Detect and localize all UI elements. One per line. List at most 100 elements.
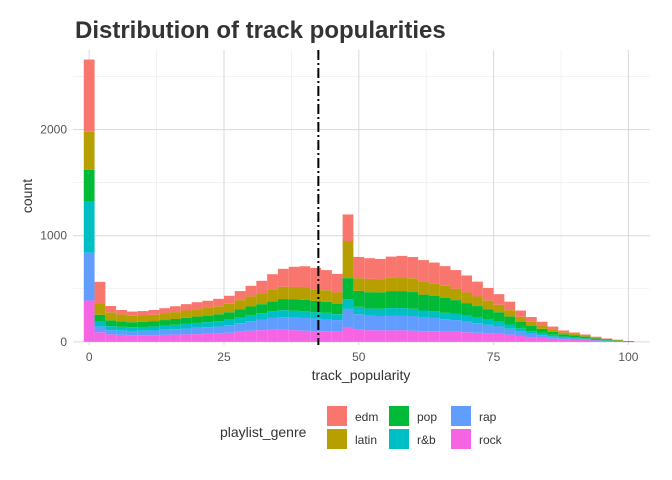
bar-segment-pop xyxy=(396,291,408,309)
bar-segment-latin xyxy=(547,329,559,332)
bar-segment-edm xyxy=(558,330,570,333)
bar-segment-edm xyxy=(321,270,332,291)
bar-segment-rnb xyxy=(256,313,268,320)
bar-segment-rnb xyxy=(105,326,117,331)
bar-segment-rock xyxy=(515,335,526,342)
bar-segment-rnb xyxy=(126,327,138,331)
legend-item-latin: latin xyxy=(327,429,377,449)
bar-segment-pop xyxy=(525,326,537,332)
bar-segment-rap xyxy=(579,339,591,340)
bar-segment-pop xyxy=(267,301,278,312)
bar-segment-rock xyxy=(277,329,289,342)
legend: edm latin pop r&b rap rock xyxy=(327,406,503,449)
bar-segment-rap xyxy=(353,314,365,330)
bar-segment-rock xyxy=(579,339,591,342)
bar-segment-edm xyxy=(536,321,548,326)
bar-segment-latin xyxy=(374,279,386,293)
bar-segment-edm xyxy=(256,280,268,294)
bar-segment-pop xyxy=(191,316,203,323)
bar-segment-edm xyxy=(105,305,117,313)
bar-segment-pop xyxy=(374,292,386,309)
bar-segment-rock xyxy=(439,331,451,342)
bar-segment-rock xyxy=(126,335,138,342)
bar-segment-rnb xyxy=(601,340,613,341)
legend-swatch xyxy=(451,406,471,426)
bar-segment-rnb xyxy=(547,334,559,337)
bar-segment-rock xyxy=(148,335,160,342)
bars xyxy=(83,59,634,343)
bar-segment-pop xyxy=(450,300,462,314)
bar-segment-latin xyxy=(116,314,127,322)
bar-segment-latin xyxy=(267,289,278,302)
bar-segment-edm xyxy=(191,302,203,310)
x-tick-label: 25 xyxy=(217,350,231,364)
bar-segment-rnb xyxy=(202,322,214,328)
bar-segment-rap xyxy=(126,330,138,336)
bar-segment-rap xyxy=(191,327,203,335)
bar-segment-rnb xyxy=(493,321,505,327)
bar-segment-rock xyxy=(547,338,559,342)
bar-segment-rap xyxy=(245,321,257,331)
bar-segment-edm xyxy=(569,332,580,334)
bar-segment-rap xyxy=(159,329,171,335)
bar-segment-rock xyxy=(590,340,602,342)
bar-segment-pop xyxy=(515,321,526,329)
bar-segment-rnb xyxy=(482,319,494,325)
bar-segment-rock xyxy=(213,333,224,342)
bar-segment-rock xyxy=(558,339,570,342)
bar-segment-rap xyxy=(202,327,214,334)
bar-segment-pop xyxy=(213,314,224,322)
bar-segment-pop xyxy=(472,306,483,318)
chart-title: Distribution of track popularities xyxy=(75,17,446,44)
bar-segment-latin xyxy=(558,332,570,335)
bar-segment-rap xyxy=(277,317,289,330)
bar-segment-pop xyxy=(504,316,516,325)
bar-segment-edm xyxy=(159,308,171,314)
x-axis-label: track_popularity xyxy=(312,367,411,383)
legend-label: rap xyxy=(479,410,497,424)
bar-segment-rock xyxy=(536,337,548,342)
bar-segment-edm xyxy=(148,309,160,315)
bar-segment-rap xyxy=(385,315,397,331)
bar-segment-rnb xyxy=(342,299,354,309)
bar-segment-rock xyxy=(472,332,483,342)
bar-segment-latin xyxy=(515,316,526,322)
bar-segment-edm xyxy=(515,310,526,317)
bar-segment-rock xyxy=(116,334,127,342)
bar-segment-rnb xyxy=(277,310,289,318)
bar-segment-rnb xyxy=(569,337,580,339)
bar-segment-rap xyxy=(461,321,473,333)
bar-segment-edm xyxy=(601,338,613,339)
bar-segment-latin xyxy=(321,290,332,302)
bar-segment-rap xyxy=(374,316,386,331)
bar-segment-rnb xyxy=(310,312,322,319)
bar-segment-rnb xyxy=(374,308,386,317)
bar-segment-edm xyxy=(331,273,343,293)
bar-segment-rnb xyxy=(321,312,332,320)
bar-segment-rap xyxy=(428,317,440,332)
bar-segment-rnb xyxy=(94,321,106,327)
bar-segment-rnb xyxy=(558,336,570,338)
bar-segment-latin xyxy=(482,300,494,310)
bar-segment-edm xyxy=(590,336,602,338)
bar-segment-rnb xyxy=(612,340,624,342)
bar-segment-rock xyxy=(450,331,462,342)
bar-segment-rnb xyxy=(536,332,548,336)
bar-segment-edm xyxy=(288,266,300,287)
x-tick-label: 100 xyxy=(618,350,638,364)
bar-segment-rock xyxy=(256,330,268,342)
bar-segment-rap xyxy=(331,320,343,332)
bar-segment-rock xyxy=(137,335,149,342)
bar-segment-pop xyxy=(558,334,570,337)
bar-segment-latin xyxy=(342,241,354,279)
bar-segment-rnb xyxy=(418,310,429,318)
bar-segment-latin xyxy=(148,314,160,322)
bar-segment-rap xyxy=(116,330,127,335)
bar-segment-rnb xyxy=(407,308,419,317)
bar-segment-rap xyxy=(288,317,300,331)
bar-segment-latin xyxy=(159,313,171,321)
bar-segment-edm xyxy=(364,258,375,279)
bar-segment-rock xyxy=(299,330,311,342)
bar-segment-rock xyxy=(223,332,235,342)
